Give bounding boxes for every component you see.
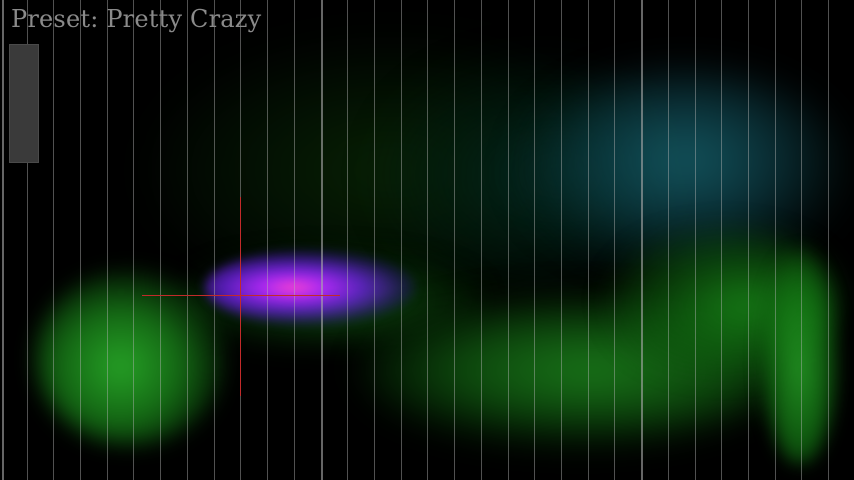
- preset-label: Preset: Pretty Crazy: [11, 5, 261, 33]
- grid-line: [2, 0, 4, 480]
- grid-line: [534, 0, 535, 480]
- grid-line: [374, 0, 375, 480]
- grid-line: [641, 0, 643, 480]
- grid-line: [614, 0, 615, 480]
- grid-line: [721, 0, 722, 480]
- grid-line: [321, 0, 323, 480]
- grid-line: [775, 0, 776, 480]
- grid-line: [160, 0, 161, 480]
- grid-line: [427, 0, 428, 480]
- crosshair-vertical: [240, 197, 241, 396]
- preset-name: Pretty Crazy: [106, 5, 262, 33]
- grid-line: [107, 0, 108, 480]
- grid-line: [748, 0, 749, 480]
- grid-line: [80, 0, 81, 480]
- crosshair-horizontal: [142, 295, 340, 296]
- grid-line: [588, 0, 589, 480]
- grid-line: [801, 0, 802, 480]
- grid-line: [508, 0, 509, 480]
- grid-line: [267, 0, 268, 480]
- grid-line: [294, 0, 295, 480]
- grid-line: [454, 0, 455, 480]
- grid-line: [27, 0, 28, 480]
- grid-line: [401, 0, 402, 480]
- grid-line: [187, 0, 188, 480]
- grid-line: [828, 0, 829, 480]
- grid-line: [347, 0, 348, 480]
- grid-line: [481, 0, 482, 480]
- preset-prefix: Preset:: [11, 5, 99, 33]
- grid-line: [668, 0, 669, 480]
- level-meter: [9, 44, 39, 163]
- grid-line: [695, 0, 696, 480]
- grid-line: [53, 0, 54, 480]
- grid-line: [214, 0, 215, 480]
- grid-line: [561, 0, 562, 480]
- grid-line: [133, 0, 134, 480]
